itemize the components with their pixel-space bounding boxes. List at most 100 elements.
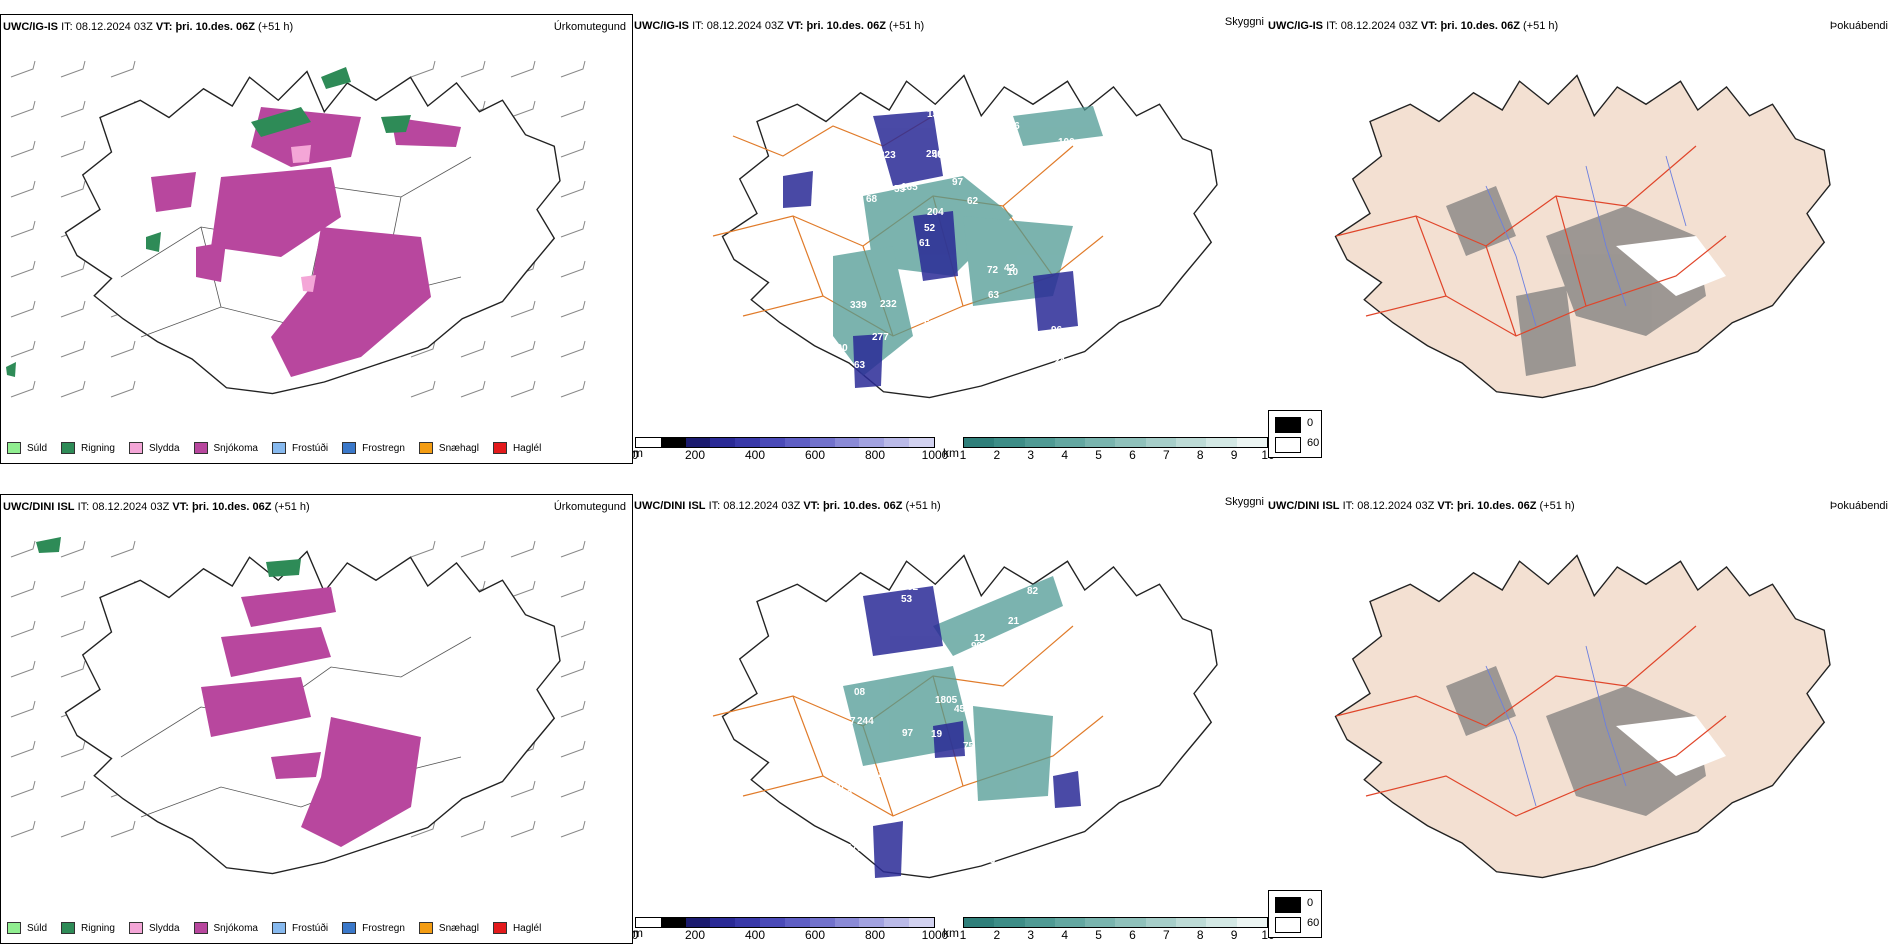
- cloud-base-value: 24: [1054, 356, 1066, 367]
- cloud-base-value: 68: [866, 194, 878, 205]
- legend-label: Súld: [27, 922, 48, 934]
- cloud-base-value: 2142: [878, 769, 901, 780]
- colorbar-segment: [710, 918, 736, 927]
- precip-legend: Súld Rigning Slydda Snjókoma Frostúði Frostre…: [7, 439, 555, 457]
- cloud-base-value: 100: [827, 782, 844, 793]
- cloud-base-value: 46: [932, 150, 944, 161]
- legend-label: Snæhagl: [438, 442, 479, 454]
- colorbar-tick: 6: [1129, 448, 1136, 462]
- colorbar-segment: [1236, 918, 1267, 927]
- panel-header: UWC/DINI ISL IT: 08.12.2024 03Z VT: þri.…: [1268, 500, 1888, 512]
- cloud-base-value: 329: [985, 163, 1002, 174]
- visibility-colorbar: 12345678910: [960, 917, 1275, 942]
- legend-swatch: [271, 442, 286, 454]
- cloud-base-value: 08: [854, 687, 866, 698]
- colorbar-segment: [1054, 438, 1086, 447]
- legend-item-snæhagl: Snæhagl: [418, 922, 479, 934]
- legend-swatch: [61, 922, 76, 934]
- cloud-base-value: 277: [872, 332, 889, 343]
- legend-swatch: [492, 442, 507, 454]
- cloud-base-labels: 24 53 100 61 329 63 256 97 339 165 900 277 46 62 10 117…: [831, 109, 1099, 382]
- legend-label: Slydda: [148, 442, 180, 454]
- panel-header: UWC/IG-IS IT: 08.12.2024 03Z VT: þri. 10…: [3, 21, 626, 33]
- panel-igis-cloud: UWC/IG-IS IT: 08.12.2024 03Z VT: þri. 10…: [632, 14, 1275, 464]
- legend-label: Frostregn: [362, 442, 405, 454]
- legend-label: Frostregn: [362, 922, 405, 934]
- cloud-base-value: 96: [1051, 325, 1063, 336]
- cloud-base-value: 204: [927, 207, 944, 218]
- colorbar-tick: 7: [1162, 448, 1170, 462]
- colorbar-tick: 4: [1061, 448, 1068, 462]
- cloud-base-value: 82: [907, 582, 919, 593]
- colorbar-tick: 0: [631, 928, 639, 942]
- colorbar-segment: [859, 438, 885, 447]
- cloud-base-value: 190: [1054, 693, 1071, 704]
- colorbar-segment: [884, 438, 910, 447]
- legend-item-slydda: Slydda: [128, 922, 180, 934]
- cloud-base-value: 16: [1003, 646, 1015, 657]
- cloud-map: 82 21 335 19 75 244 65 16 198 999 45 479 53 97 2511403…: [712, 554, 1218, 879]
- legend-item-rigning: Rigning: [61, 922, 115, 934]
- legend-swatch: [418, 442, 433, 454]
- legend-label: Frostúði: [291, 442, 329, 454]
- legend-label: Snjókoma: [213, 922, 258, 934]
- cloud-base-value: 1805: [935, 695, 958, 706]
- legend-swatch: [128, 442, 143, 454]
- colorbar-tick: 1000: [921, 448, 949, 462]
- panel-title: Þokuábendi: [1829, 500, 1888, 512]
- cloud-base-value: 65: [837, 624, 849, 635]
- cloud-base-value: 335: [1075, 695, 1092, 706]
- cloud-base-value: 165: [901, 182, 918, 193]
- legend-label: Snjókoma: [213, 442, 258, 454]
- legend-item-snæhagl: Snæhagl: [418, 442, 479, 454]
- cloud-base-value: 53: [841, 208, 853, 219]
- colorbar-segment: [710, 438, 736, 447]
- legend-item-frostregn: Frostregn: [342, 442, 405, 454]
- colorbar-tick: 200: [684, 448, 706, 462]
- cloud-base-value: 223: [879, 150, 896, 161]
- colorbar-segment: [760, 438, 785, 447]
- cloud-base-value: 59: [841, 789, 853, 800]
- cloud-base-value: 12: [974, 633, 986, 644]
- precip-legend: Súld Rigning Slydda Snjókoma Frostúði Frostre…: [7, 919, 555, 937]
- panel-header: UWC/IG-IS IT: 08.12.2024 03Z VT: þri. 10…: [634, 20, 925, 32]
- cloud-base-value: 53: [924, 319, 936, 330]
- colorbar-segment: [784, 918, 810, 927]
- colorbar-tick: 400: [744, 448, 766, 462]
- cloud-base-value: 104: [1082, 199, 1099, 210]
- colorbar-segment: [1176, 918, 1207, 927]
- fog-legend-box: 0 60: [1268, 890, 1322, 938]
- cloud-base-value: 12: [1036, 815, 1048, 826]
- cloud-base-value: 97: [902, 728, 914, 739]
- sleet-areas: [291, 145, 316, 292]
- panel-title: Úrkomutegund: [553, 501, 626, 513]
- cloud-base-value: 21: [1008, 616, 1020, 627]
- colorbar-segment: [964, 438, 995, 447]
- cloud-base-value: 45: [954, 704, 966, 715]
- legend-swatch: [271, 922, 286, 934]
- legend-swatch: [492, 922, 507, 934]
- fog-map: [1334, 74, 1831, 399]
- cloud-base-value: 232: [880, 299, 897, 310]
- cloud-base-colorbar: 0 200 400 600 800 1000: [631, 917, 948, 942]
- cloud-base-value: 61: [919, 238, 931, 249]
- rain-areas: [6, 67, 411, 377]
- cloud-base-value: 72: [987, 265, 999, 276]
- colorbar-tick: 3: [1027, 928, 1035, 942]
- colorbar-segment: [1085, 918, 1116, 927]
- cloud-base-unit: m: [633, 926, 643, 940]
- cloud-base-value: 63: [988, 290, 1000, 301]
- cloud-base-value: 198: [838, 734, 855, 745]
- colorbar-segment: [1206, 918, 1237, 927]
- colorbar-tick: 4: [1061, 928, 1068, 942]
- colorbar-segment: [859, 918, 885, 927]
- colorbar-segment: [1054, 918, 1086, 927]
- cloud-base-value: 189: [1033, 355, 1050, 366]
- colorbar-tick: 800: [864, 448, 886, 462]
- panel-igis-fog: UWC/IG-IS IT: 08.12.2024 03Z VT: þri. 10…: [1266, 14, 1900, 464]
- colorbar-tick: 600: [804, 448, 826, 462]
- colorbar-segment: [1115, 918, 1146, 927]
- legend-item-frostúði: Frostúði: [271, 442, 329, 454]
- colorbar-tick: 8: [1196, 448, 1204, 462]
- cloud-base-value: 7: [850, 716, 856, 727]
